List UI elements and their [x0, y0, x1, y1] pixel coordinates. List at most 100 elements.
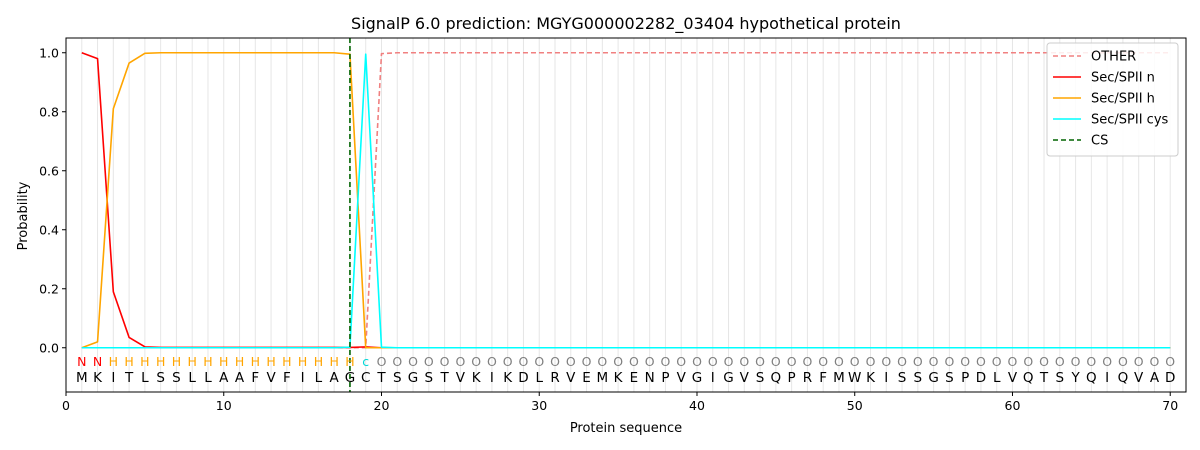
sequence-residue: V — [677, 370, 687, 386]
prediction-label: H — [109, 354, 118, 369]
prediction-label: O — [676, 354, 686, 369]
sequence-residue: P — [788, 370, 796, 386]
prediction-label: O — [739, 354, 749, 369]
prediction-label: O — [582, 354, 592, 369]
sequence-residue: M — [76, 370, 88, 386]
sequence-residue: I — [111, 370, 115, 386]
prediction-label: N — [77, 354, 86, 369]
sequence-residue: A — [1150, 370, 1160, 386]
y-axis-label: Probability — [16, 181, 31, 250]
y-tick-label: 0.8 — [39, 104, 59, 119]
prediction-label: O — [692, 354, 702, 369]
legend-label: Sec/SPII h — [1091, 92, 1155, 107]
prediction-label: O — [597, 354, 607, 369]
prediction-label: O — [377, 354, 387, 369]
sequence-residue: I — [884, 370, 888, 386]
series-line-sec-spii-cys — [81, 53, 1171, 349]
sequence-residue: I — [490, 370, 494, 386]
sequence-annotation: MNKNIHTHLHSHSHLHLHAHAHFHVHFHIHLHAHGHCcTO… — [76, 354, 1175, 386]
prediction-label: H — [282, 354, 291, 369]
prediction-label: O — [771, 354, 781, 369]
x-tick-label: 10 — [216, 398, 232, 413]
prediction-label: O — [392, 354, 402, 369]
x-tick-label: 20 — [374, 398, 390, 413]
prediction-label: O — [1071, 354, 1081, 369]
sequence-residue: N — [645, 370, 655, 386]
y-tick-label: 0.4 — [39, 222, 59, 237]
legend-label: Sec/SPII cys — [1091, 113, 1169, 128]
x-axis-label: Protein sequence — [570, 421, 682, 436]
prediction-label: O — [471, 354, 481, 369]
prediction-label: H — [124, 354, 133, 369]
sequence-residue: L — [535, 370, 543, 386]
sequence-residue: L — [315, 370, 323, 386]
prediction-label: c — [362, 354, 369, 369]
sequence-residue: G — [723, 370, 733, 386]
prediction-label: H — [219, 354, 228, 369]
prediction-label: H — [140, 354, 149, 369]
sequence-residue: V — [1134, 370, 1144, 386]
sequence-residue: D — [518, 370, 528, 386]
sequence-residue: M — [833, 370, 845, 386]
sequence-residue: V — [566, 370, 576, 386]
prediction-label: O — [1039, 354, 1049, 369]
sequence-residue: K — [866, 370, 876, 386]
prediction-label: O — [487, 354, 497, 369]
sequence-residue: V — [266, 370, 276, 386]
sequence-residue: M — [597, 370, 609, 386]
prediction-label: O — [661, 354, 671, 369]
y-tick-label: 0.2 — [39, 281, 59, 296]
prediction-label: O — [629, 354, 639, 369]
prediction-label: O — [424, 354, 434, 369]
sequence-residue: R — [803, 370, 812, 386]
prediction-label: H — [187, 354, 196, 369]
prediction-label: O — [1150, 354, 1160, 369]
prediction-label: O — [897, 354, 907, 369]
prediction-label: O — [992, 354, 1002, 369]
sequence-residue: G — [928, 370, 938, 386]
sequence-residue: G — [408, 370, 418, 386]
legend-box — [1046, 42, 1179, 157]
sequence-residue: E — [582, 370, 591, 386]
sequence-residue: K — [614, 370, 624, 386]
sequence-residue: Y — [1070, 370, 1080, 386]
prediction-label: H — [329, 354, 338, 369]
prediction-label: O — [645, 354, 655, 369]
sequence-residue: P — [661, 370, 669, 386]
sequence-residue: W — [848, 370, 861, 386]
prediction-label: O — [440, 354, 450, 369]
sequence-residue: P — [961, 370, 969, 386]
sequence-residue: E — [630, 370, 639, 386]
sequence-residue: S — [756, 370, 765, 386]
series-line-other — [81, 51, 1171, 349]
prediction-label: O — [755, 354, 765, 369]
sequence-residue: K — [503, 370, 513, 386]
x-axis: 0 10 20 30 40 50 60 70 — [62, 392, 1178, 413]
prediction-label: H — [156, 354, 165, 369]
plot-frame — [65, 37, 1187, 393]
sequence-residue: T — [1039, 370, 1049, 386]
prediction-label: O — [550, 354, 560, 369]
x-tick-label: 70 — [1162, 398, 1178, 413]
prediction-label: H — [251, 354, 260, 369]
prediction-label: O — [944, 354, 954, 369]
prediction-label: O — [566, 354, 576, 369]
sequence-residue: L — [993, 370, 1001, 386]
prediction-label: O — [1086, 354, 1096, 369]
prediction-label: N — [93, 354, 102, 369]
prediction-label: H — [266, 354, 275, 369]
prediction-label: O — [960, 354, 970, 369]
sequence-residue: S — [914, 370, 923, 386]
prediction-label: O — [455, 354, 465, 369]
sequence-residue: T — [376, 370, 386, 386]
sequence-residue: S — [156, 370, 165, 386]
sequence-residue: T — [124, 370, 134, 386]
sequence-residue: A — [235, 370, 245, 386]
series-layer — [81, 38, 1171, 392]
prediction-label: H — [314, 354, 323, 369]
prediction-label: H — [298, 354, 307, 369]
prediction-label: O — [834, 354, 844, 369]
prediction-label: O — [1102, 354, 1112, 369]
y-axis: 0.0 0.2 0.4 0.6 0.8 1.0 — [39, 45, 66, 355]
